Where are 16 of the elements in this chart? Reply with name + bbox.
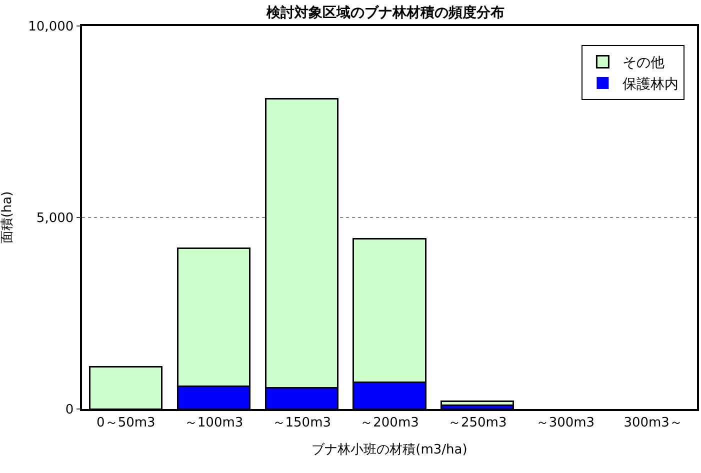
- x-axis-title: ブナ林小班の材積(m3/ha): [312, 442, 468, 458]
- y-axis-title: 面積(ha): [0, 191, 15, 244]
- x-tick-label: ～200m3: [360, 415, 419, 430]
- y-tick-label: 5,000: [36, 211, 74, 226]
- y-tick-label: 0: [65, 402, 74, 418]
- x-tick-label: ～100m3: [184, 415, 244, 430]
- x-tick-label: ～250m3: [448, 415, 507, 430]
- x-tick-label: 300m3～: [624, 415, 682, 430]
- y-tick-label: 10,000: [28, 20, 74, 35]
- legend-label: その他: [622, 55, 665, 72]
- x-tick-label: 0～50m3: [96, 415, 156, 430]
- chart-title: 検討対象区域のブナ林材積の頻度分布: [266, 4, 505, 21]
- x-tick-label: ～300m3: [536, 415, 595, 430]
- legend-label: 保護林内: [622, 76, 679, 92]
- x-tick-label: ～150m3: [272, 415, 332, 430]
- bar: [440, 400, 514, 406]
